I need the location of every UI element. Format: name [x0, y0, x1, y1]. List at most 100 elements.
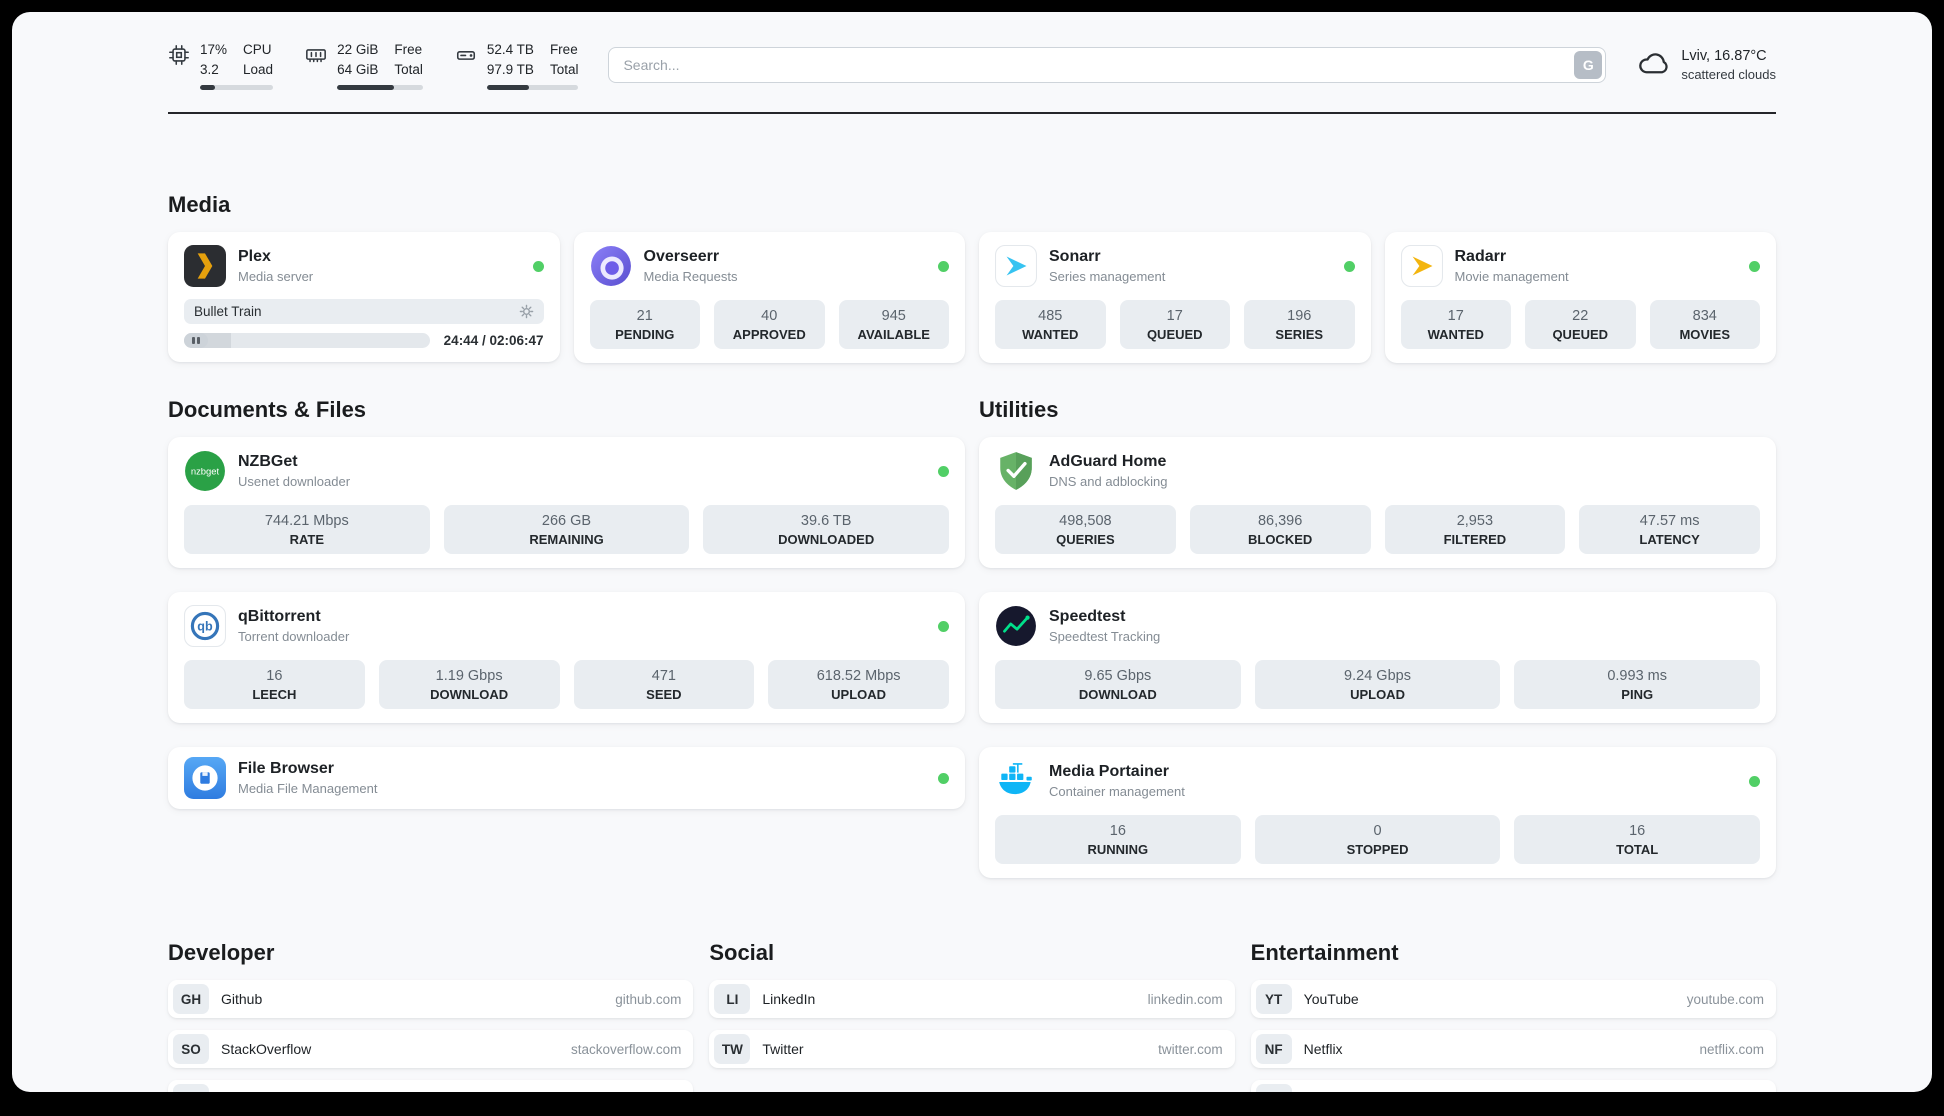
disk-free-value: 52.4 TB	[487, 40, 534, 60]
app-subtitle: Speedtest Tracking	[1049, 629, 1160, 644]
stat-download: 9.65 Gbps DOWNLOAD	[995, 660, 1241, 709]
stat-total: 16 TOTAL	[1514, 815, 1760, 864]
radarr-card[interactable]: Radarr Movie management 17 WANTED 22 QUE…	[1385, 232, 1777, 363]
app-subtitle: Series management	[1049, 269, 1165, 284]
section-title-developer: Developer	[168, 940, 693, 966]
bookmark-dev[interactable]: DT DEV dev.to	[168, 1080, 693, 1092]
disk-progress-bar	[487, 85, 579, 90]
sonarr-card[interactable]: Sonarr Series management 485 WANTED 17 Q…	[979, 232, 1371, 363]
stat-filtered: 2,953 FILTERED	[1385, 505, 1566, 554]
dashboard-page: 17% 3.2 CPU Load	[12, 12, 1932, 1092]
app-subtitle: Media server	[238, 269, 313, 284]
speedtest-card[interactable]: Speedtest Speedtest Tracking 9.65 Gbps D…	[979, 592, 1776, 723]
qbittorrent-icon: qb	[184, 605, 226, 647]
disk-widget: 52.4 TB 97.9 TB Free Total	[455, 40, 579, 90]
cpu-label: CPU	[243, 40, 273, 60]
settings-gear-icon[interactable]	[519, 304, 534, 319]
search-input[interactable]	[608, 47, 1606, 83]
stat-download: 1.19 Gbps DOWNLOAD	[379, 660, 560, 709]
nzbget-icon: nzbget	[184, 450, 226, 492]
filebrowser-card[interactable]: File Browser Media File Management	[168, 747, 965, 809]
stat-approved: 40 APPROVED	[714, 300, 825, 349]
app-name: Sonarr	[1049, 248, 1165, 266]
now-playing-row: Bullet Train	[184, 299, 544, 324]
bookmark-reddit[interactable]: RE Reddit reddit.com	[1251, 1080, 1776, 1092]
cpu-chip-icon	[168, 44, 190, 90]
bookmark-abbr: RE	[1256, 1084, 1292, 1092]
stat-stopped: 0 STOPPED	[1255, 815, 1501, 864]
radarr-icon	[1401, 245, 1443, 287]
memory-progress-bar	[337, 85, 423, 90]
playback-progress-bar[interactable]	[184, 333, 430, 348]
bookmark-github[interactable]: GH Github github.com	[168, 980, 693, 1018]
bookmark-name: DEV	[221, 1091, 250, 1092]
bookmark-url: netflix.com	[1699, 1042, 1764, 1057]
bookmark-linkedin[interactable]: LI LinkedIn linkedin.com	[709, 980, 1234, 1018]
overseerr-icon	[590, 245, 632, 287]
bookmark-twitter[interactable]: TW Twitter twitter.com	[709, 1030, 1234, 1068]
bookmark-abbr: NF	[1256, 1034, 1292, 1064]
ram-icon	[305, 44, 327, 90]
memory-widget: 22 GiB 64 GiB Free Total	[305, 40, 423, 90]
section-title-media: Media	[168, 192, 1776, 218]
bookmark-abbr: TW	[714, 1034, 750, 1064]
status-dot	[1749, 261, 1760, 272]
top-bar: 17% 3.2 CPU Load	[168, 40, 1776, 90]
app-name: Overseerr	[644, 248, 738, 266]
bookmark-name: Github	[221, 991, 262, 1007]
dashboard-content: 17% 3.2 CPU Load	[12, 12, 1932, 1092]
middle-columns: Documents & Files nzbget	[168, 397, 1776, 878]
stat-upload: 9.24 Gbps UPLOAD	[1255, 660, 1501, 709]
app-subtitle: Container management	[1049, 784, 1185, 799]
bookmark-abbr: YT	[1256, 984, 1292, 1014]
bookmark-name: Netflix	[1304, 1041, 1343, 1057]
bookmark-name: YouTube	[1304, 991, 1359, 1007]
app-name: Radarr	[1455, 248, 1569, 266]
overseerr-card[interactable]: Overseerr Media Requests 21 PENDING 40 A…	[574, 232, 966, 363]
status-dot	[533, 261, 544, 272]
svg-text:nzbget: nzbget	[191, 467, 220, 478]
stat-queued: 22 QUEUED	[1525, 300, 1636, 349]
stat-running: 16 RUNNING	[995, 815, 1241, 864]
plex-card[interactable]: Plex Media server Bullet Train	[168, 232, 560, 362]
bookmark-name: Twitter	[762, 1041, 803, 1057]
app-subtitle: Movie management	[1455, 269, 1569, 284]
bookmark-name: StackOverflow	[221, 1041, 311, 1057]
memory-total-value: 64 GiB	[337, 60, 378, 80]
qbittorrent-card[interactable]: qb qBittorrent Torrent downloader	[168, 592, 965, 723]
status-dot	[938, 621, 949, 632]
bookmark-stackoverflow[interactable]: SO StackOverflow stackoverflow.com	[168, 1030, 693, 1068]
stat-upload: 618.52 Mbps UPLOAD	[768, 660, 949, 709]
bookmark-abbr: SO	[173, 1034, 209, 1064]
entertainment-column: Entertainment YT YouTube youtube.com NF …	[1251, 940, 1776, 1092]
bookmark-youtube[interactable]: YT YouTube youtube.com	[1251, 980, 1776, 1018]
app-name: qBittorrent	[238, 608, 349, 626]
bookmark-url: linkedin.com	[1148, 992, 1223, 1007]
weather-location: Lviv, 16.87°C	[1681, 48, 1776, 64]
memory-free-label: Free	[394, 40, 423, 60]
stat-seed: 471 SEED	[574, 660, 755, 709]
bookmark-name: Reddit	[1304, 1091, 1344, 1092]
portainer-card[interactable]: Media Portainer Container management 16 …	[979, 747, 1776, 878]
stat-blocked: 86,396 BLOCKED	[1190, 505, 1371, 554]
media-grid: Plex Media server Bullet Train	[168, 232, 1776, 363]
adguard-card[interactable]: AdGuard Home DNS and adblocking 498,508 …	[979, 437, 1776, 568]
bookmark-abbr: GH	[173, 984, 209, 1014]
cpu-load-label: Load	[243, 60, 273, 80]
pause-icon[interactable]	[184, 333, 208, 348]
disk-total-label: Total	[550, 60, 579, 80]
app-name: NZBGet	[238, 453, 350, 471]
status-dot	[938, 261, 949, 272]
playback-time: 24:44 / 02:06:47	[444, 333, 544, 348]
section-title-documents: Documents & Files	[168, 397, 965, 423]
stat-ping: 0.993 ms PING	[1514, 660, 1760, 709]
nzbget-card[interactable]: nzbget NZBGet Usenet downloader 74	[168, 437, 965, 568]
section-title-social: Social	[709, 940, 1234, 966]
status-dot	[1344, 261, 1355, 272]
search-engine-button[interactable]: G	[1574, 51, 1602, 79]
disk-progress-fill	[487, 85, 529, 90]
weather-widget[interactable]: Lviv, 16.87°C scattered clouds	[1636, 46, 1776, 85]
bookmark-abbr: LI	[714, 984, 750, 1014]
bookmark-netflix[interactable]: NF Netflix netflix.com	[1251, 1030, 1776, 1068]
stat-movies: 834 MOVIES	[1650, 300, 1761, 349]
